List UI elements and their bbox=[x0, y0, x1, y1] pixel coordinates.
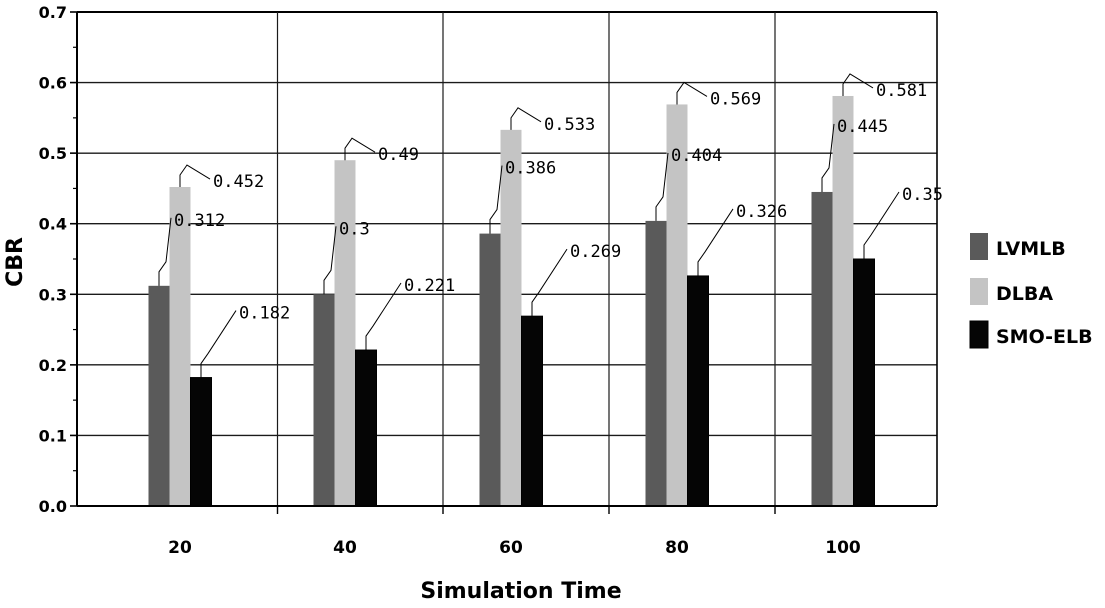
bar-lvmlb-60 bbox=[479, 233, 501, 506]
leader-dlba-40 bbox=[344, 137, 376, 161]
y-tick-label: 0.4 bbox=[39, 215, 67, 234]
data-label-lvmlb-100: 0.445 bbox=[837, 117, 888, 137]
leader-lvmlb-40 bbox=[323, 226, 337, 295]
y-tick-label: 0.2 bbox=[39, 356, 67, 375]
x-tick-label-40: 40 bbox=[333, 538, 357, 558]
y-tick-label: 0.1 bbox=[39, 426, 67, 445]
leader-smo-elb-100 bbox=[863, 191, 900, 259]
y-tick-label: 0.0 bbox=[39, 497, 67, 516]
y-tick-label: 0.3 bbox=[39, 285, 67, 304]
leader-smo-elb-80 bbox=[697, 208, 734, 276]
leader-dlba-60 bbox=[510, 107, 542, 130]
leader-smo-elb-20 bbox=[200, 310, 237, 378]
leader-lvmlb-80 bbox=[655, 152, 669, 221]
leader-dlba-80 bbox=[676, 81, 708, 105]
label-leaders bbox=[158, 73, 900, 378]
axes: 0.0 0.1 0.2 0.3 0.4 0.5 0.6 0.7 20 40 60 80 100 bbox=[39, 3, 937, 558]
legend: LVMLB DLBA SMO-ELB bbox=[969, 233, 1093, 349]
data-label-dlba-100: 0.581 bbox=[876, 81, 927, 101]
leader-smo-elb-40 bbox=[365, 282, 402, 351]
bar-smo-elb-40 bbox=[355, 349, 377, 507]
data-label-lvmlb-60: 0.386 bbox=[505, 159, 556, 179]
bar-dlba-100 bbox=[832, 95, 854, 506]
data-label-dlba-80: 0.569 bbox=[710, 89, 761, 109]
bar-lvmlb-40 bbox=[313, 294, 335, 506]
bar-dlba-20 bbox=[169, 187, 191, 506]
legend-label-lvmlb: LVMLB bbox=[996, 238, 1066, 260]
bar-lvmlb-80 bbox=[645, 220, 667, 507]
bar-dlba-80 bbox=[666, 104, 688, 506]
y-axis-title: CBR bbox=[3, 237, 28, 287]
data-label-smo-elb-60: 0.269 bbox=[570, 242, 621, 262]
x-axis-title: Simulation Time bbox=[420, 579, 621, 604]
bar-lvmlb-20 bbox=[148, 285, 170, 506]
x-tick-label-100: 100 bbox=[825, 538, 861, 558]
legend-label-smo-elb: SMO-ELB bbox=[996, 326, 1093, 348]
data-label-lvmlb-20: 0.312 bbox=[174, 211, 225, 231]
data-label-smo-elb-40: 0.221 bbox=[404, 276, 455, 296]
data-label-smo-elb-20: 0.182 bbox=[239, 304, 290, 324]
x-tick-label-20: 20 bbox=[168, 538, 192, 558]
y-tick-label: 0.7 bbox=[39, 3, 67, 22]
y-tick-label: 0.6 bbox=[39, 74, 67, 93]
leader-lvmlb-60 bbox=[489, 165, 503, 234]
data-label-smo-elb-80: 0.326 bbox=[736, 202, 787, 222]
data-label-lvmlb-40: 0.3 bbox=[339, 219, 370, 239]
leader-dlba-20 bbox=[179, 164, 211, 188]
bar-smo-elb-60 bbox=[521, 315, 543, 507]
bars bbox=[148, 95, 875, 507]
leader-lvmlb-100 bbox=[821, 123, 835, 192]
bar-dlba-60 bbox=[500, 129, 522, 506]
legend-label-dlba: DLBA bbox=[996, 283, 1053, 305]
data-labels: 0.312 0.3 0.386 0.404 0.445 0.452 0.49 0.533 0.5… bbox=[174, 81, 943, 324]
data-label-dlba-60: 0.533 bbox=[544, 115, 595, 135]
leader-smo-elb-60 bbox=[531, 248, 568, 317]
y-tick-label: 0.5 bbox=[39, 144, 67, 163]
bar-smo-elb-80 bbox=[687, 275, 709, 507]
leader-dlba-100 bbox=[842, 73, 874, 96]
leader-lvmlb-20 bbox=[158, 217, 172, 286]
x-tick-label-60: 60 bbox=[499, 538, 523, 558]
bar-smo-elb-100 bbox=[853, 258, 875, 507]
legend-swatch-dlba bbox=[970, 278, 988, 305]
legend-swatch-smo-elb bbox=[969, 320, 989, 349]
bar-lvmlb-100 bbox=[811, 191, 833, 506]
data-label-smo-elb-100: 0.35 bbox=[902, 185, 943, 205]
bar-dlba-40 bbox=[334, 160, 356, 506]
legend-swatch-lvmlb bbox=[970, 233, 988, 260]
data-label-dlba-40: 0.49 bbox=[378, 145, 419, 165]
data-label-dlba-20: 0.452 bbox=[213, 172, 264, 192]
data-label-lvmlb-80: 0.404 bbox=[671, 146, 722, 166]
bar-smo-elb-20 bbox=[190, 377, 212, 507]
x-tick-label-80: 80 bbox=[665, 538, 689, 558]
